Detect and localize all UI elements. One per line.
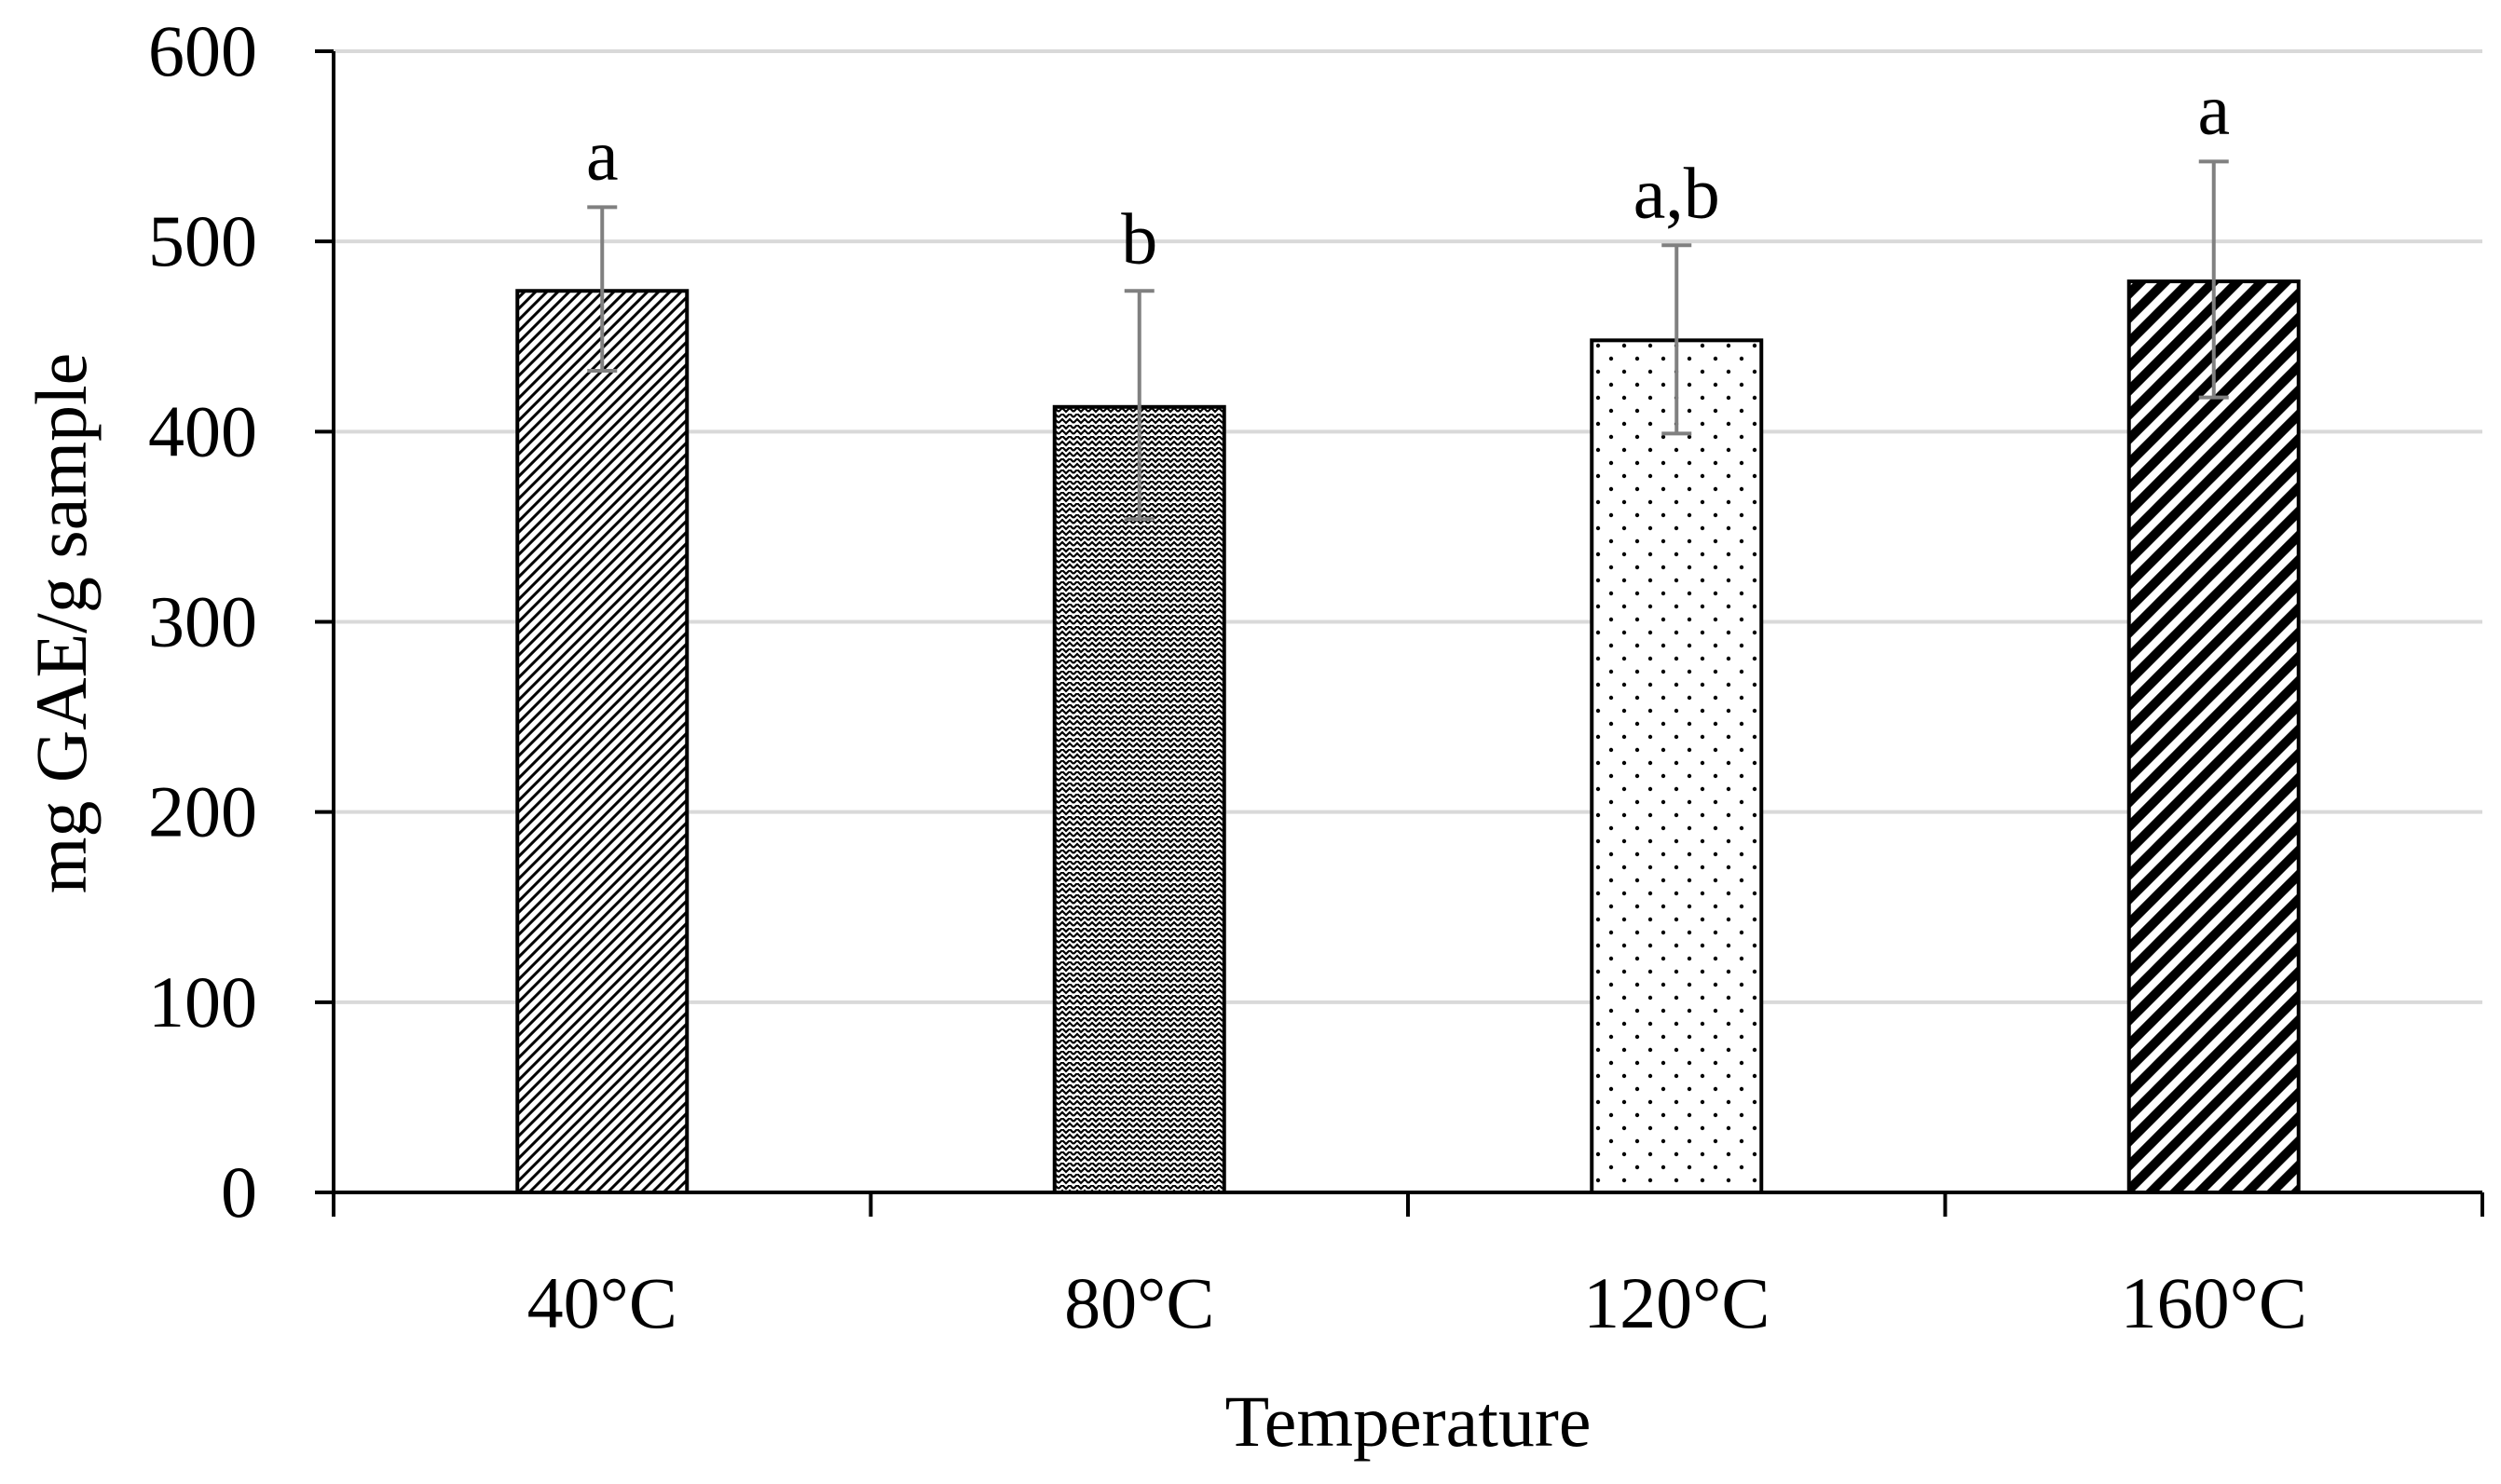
bars	[515, 279, 2301, 1195]
significance-label: a	[2197, 68, 2230, 149]
significance-labels: a b a,b a	[586, 68, 2230, 279]
y-axis-title: mg GAE/g sample	[20, 353, 102, 894]
error-bars	[587, 159, 2229, 522]
x-axis-title: Temperature	[1225, 1381, 1592, 1462]
bar-160c	[2126, 279, 2301, 1194]
x-tick-label: 80°C	[1064, 1262, 1214, 1343]
bar-80c	[1052, 404, 1226, 1194]
y-tick-label: 100	[148, 961, 257, 1042]
significance-label: a	[586, 114, 619, 195]
y-tick-label: 0	[221, 1151, 257, 1232]
y-tick-label: 200	[148, 771, 257, 852]
x-tick-label: 120°C	[1583, 1262, 1770, 1343]
x-tick-label: 40°C	[527, 1262, 677, 1343]
y-tick-label: 600	[148, 10, 257, 91]
bar-40c	[515, 289, 690, 1194]
x-tick-label: 160°C	[2121, 1262, 2307, 1343]
y-tick-label: 300	[148, 581, 257, 662]
gridlines	[334, 49, 2482, 1004]
significance-label: a,b	[1633, 152, 1720, 233]
y-tick-label: 500	[148, 200, 257, 281]
bar-120c	[1590, 338, 1764, 1195]
axis-ticks	[315, 49, 2484, 1217]
y-tick-label: 400	[148, 390, 257, 471]
significance-label: b	[1121, 197, 1157, 279]
tick-labels: 0 100 200 300 400 500 600 40°C 80°C 120°C 160°C	[148, 10, 2307, 1343]
